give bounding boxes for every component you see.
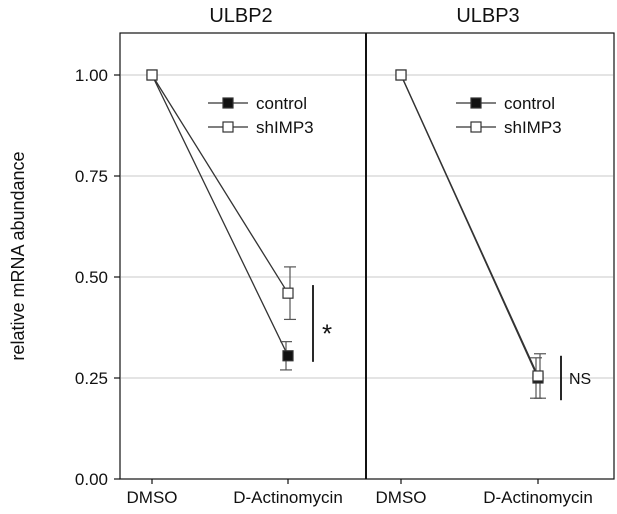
x-tick-label: D-Actinomycin bbox=[233, 488, 343, 507]
y-tick-label: 0.50 bbox=[75, 268, 108, 287]
y-axis-label: relative mRNA abundance bbox=[8, 151, 28, 360]
significance-label: NS bbox=[569, 371, 591, 388]
data-point-shimp3 bbox=[146, 69, 158, 81]
data-point-shimp3 bbox=[532, 370, 544, 382]
significance-label: * bbox=[322, 319, 332, 349]
legend-label: control bbox=[504, 94, 555, 113]
x-tick-label: D-Actinomycin bbox=[483, 488, 593, 507]
data-point-control bbox=[282, 350, 294, 362]
data-point-shimp3 bbox=[395, 69, 407, 81]
legend-label: shIMP3 bbox=[504, 118, 562, 137]
legend-marker bbox=[222, 121, 234, 133]
panel-title: ULBP3 bbox=[456, 5, 519, 27]
series-line-shimp3 bbox=[400, 74, 539, 377]
y-tick-label: 1.00 bbox=[75, 66, 108, 85]
legend-marker bbox=[222, 97, 234, 109]
y-tick-label: 0.75 bbox=[75, 167, 108, 186]
data-point-shimp3 bbox=[282, 287, 294, 299]
y-tick-label: 0.25 bbox=[75, 369, 108, 388]
panel-title: ULBP2 bbox=[209, 5, 272, 27]
legend: control shIMP3 bbox=[208, 94, 314, 137]
series-line-shimp3 bbox=[151, 74, 289, 294]
x-tick-label: DMSO bbox=[376, 488, 427, 507]
legend-marker bbox=[470, 121, 482, 133]
legend-marker bbox=[470, 97, 482, 109]
x-tick-label: DMSO bbox=[127, 488, 178, 507]
legend-label: shIMP3 bbox=[256, 118, 314, 137]
axes bbox=[119, 32, 615, 480]
series-line-control bbox=[151, 74, 289, 357]
panel-ulbp2: ULBP2 DMSO D-Actinomycin control shIMP3 * bbox=[127, 5, 343, 507]
y-tick-label: 0.00 bbox=[75, 470, 108, 489]
y-ticks: 0.00 0.25 0.50 0.75 1.00 bbox=[75, 66, 120, 489]
legend-label: control bbox=[256, 94, 307, 113]
panel-ulbp3: ULBP3 DMSO D-Actinomycin control shIMP3 NS bbox=[376, 5, 593, 507]
legend: control shIMP3 bbox=[456, 94, 562, 137]
